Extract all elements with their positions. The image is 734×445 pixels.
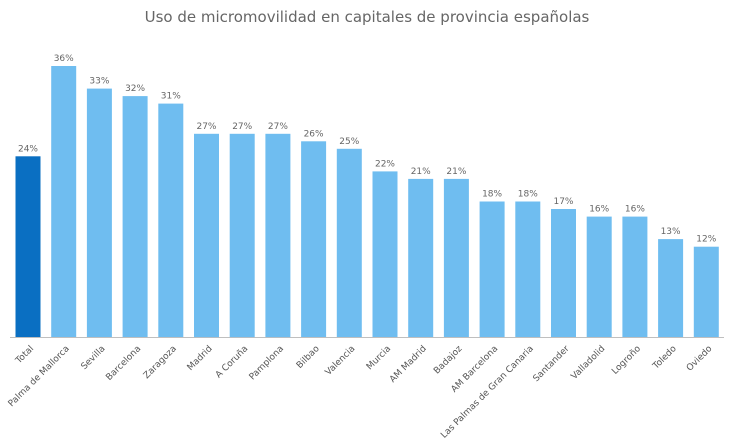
- bar-7: [265, 133, 291, 338]
- category-label-9: Valencia: [324, 344, 358, 378]
- value-label-2: 33%: [89, 77, 109, 87]
- category-label-3: Barcelona: [104, 344, 143, 383]
- value-label-6: 27%: [232, 122, 252, 132]
- bar-1: [51, 66, 77, 337]
- value-label-5: 27%: [196, 122, 216, 132]
- value-label-3: 32%: [125, 84, 145, 94]
- category-label-15: Santander: [532, 344, 572, 384]
- category-label-11: AM Madrid: [388, 344, 429, 385]
- value-label-10: 22%: [375, 159, 395, 169]
- value-label-9: 25%: [339, 137, 359, 147]
- value-label-14: 18%: [518, 190, 538, 200]
- chart-title: Uso de micromovilidad en capitales de pr…: [144, 8, 590, 26]
- bar-9: [336, 148, 362, 337]
- value-label-7: 27%: [268, 122, 288, 132]
- bar-2: [86, 88, 112, 337]
- bar-16: [586, 216, 612, 337]
- value-label-18: 13%: [661, 227, 681, 237]
- category-label-17: Logroño: [610, 344, 643, 377]
- category-label-18: Toledo: [651, 344, 679, 372]
- value-label-19: 12%: [696, 235, 716, 245]
- value-label-0: 24%: [18, 144, 38, 154]
- bar-17: [622, 216, 648, 337]
- bar-10: [372, 171, 398, 337]
- category-label-16: Valladolid: [570, 344, 608, 382]
- bar-14: [515, 201, 541, 337]
- category-label-0: Total: [13, 344, 36, 367]
- bar-12: [443, 178, 469, 337]
- bar-5: [194, 133, 219, 338]
- value-label-16: 16%: [589, 205, 609, 215]
- bar-8: [301, 141, 327, 337]
- category-label-1: Palma de Mallorca: [7, 344, 72, 409]
- value-label-8: 26%: [304, 129, 324, 139]
- value-label-4: 31%: [161, 92, 181, 102]
- bar-18: [658, 239, 684, 337]
- category-label-12: Badajoz: [432, 344, 464, 376]
- category-label-2: Sevilla: [80, 344, 108, 372]
- value-label-11: 21%: [411, 167, 431, 177]
- bar-13: [479, 201, 505, 337]
- value-label-1: 36%: [54, 54, 74, 64]
- bar-6: [229, 133, 255, 338]
- category-label-8: Bilbao: [295, 344, 322, 371]
- category-label-5: Madrid: [186, 344, 215, 373]
- bar-19: [693, 246, 719, 337]
- bar-3: [122, 96, 148, 337]
- category-label-6: A Coruña: [214, 344, 250, 380]
- bar-15: [551, 209, 576, 337]
- category-label-4: Zaragoza: [142, 344, 179, 381]
- category-label-7: Pamplona: [248, 344, 286, 382]
- category-label-10: Murcia: [365, 344, 393, 372]
- bar-11: [408, 178, 434, 337]
- bar-0: [15, 156, 41, 337]
- value-label-15: 17%: [553, 197, 573, 207]
- bar-4: [158, 103, 184, 337]
- category-label-19: Oviedo: [685, 344, 715, 374]
- value-label-17: 16%: [625, 205, 645, 215]
- value-label-12: 21%: [446, 167, 466, 177]
- value-label-13: 18%: [482, 190, 502, 200]
